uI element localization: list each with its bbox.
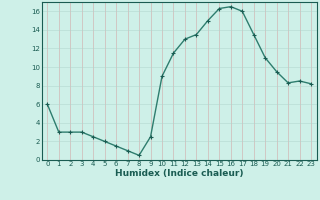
- X-axis label: Humidex (Indice chaleur): Humidex (Indice chaleur): [115, 169, 244, 178]
